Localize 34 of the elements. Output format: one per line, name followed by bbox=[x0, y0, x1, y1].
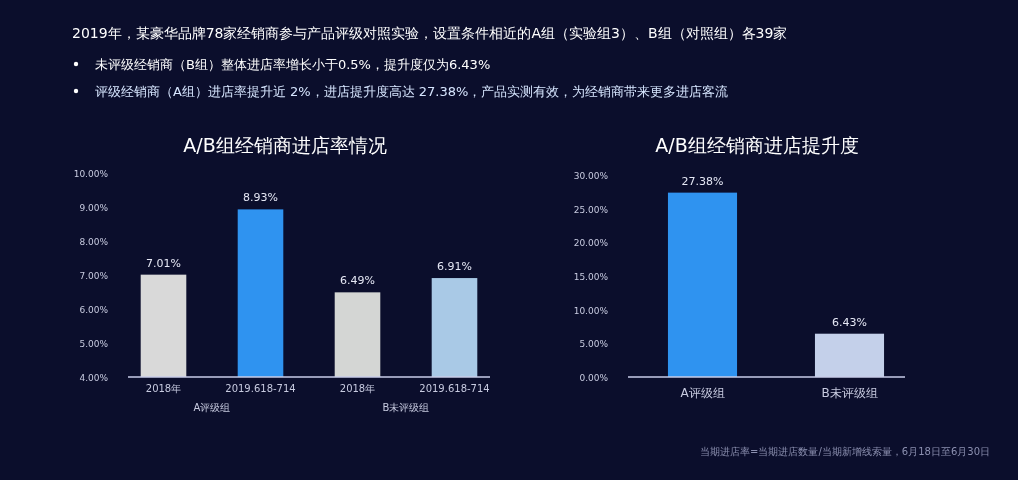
y-tick-label: 5.00% bbox=[579, 339, 609, 350]
y-tick-label: 20.00% bbox=[573, 238, 609, 249]
text: B未评级组 bbox=[382, 402, 430, 413]
data-label: 6.43% bbox=[832, 315, 867, 329]
y-tick-label: 5.00% bbox=[79, 339, 109, 349]
x-tick-label: 2019.618-714 bbox=[419, 383, 490, 394]
y-tick-label: 9.00% bbox=[79, 203, 109, 213]
y-tick-label: 0.00% bbox=[579, 373, 609, 383]
y-tick-label: 30.00% bbox=[573, 171, 609, 181]
text: 2019年，某豪华品牌78家经销商参与产品评级对照实验，设置条件相近的A组（实验组3）、B组（对照组）各39家 bbox=[72, 25, 788, 41]
chart-title: A/B组经销商进店提升度 bbox=[655, 134, 859, 156]
y-tick-label: 15.00% bbox=[573, 272, 609, 282]
y-tick-label: 10.00% bbox=[73, 169, 109, 179]
y-tick-label: 6.00% bbox=[79, 305, 109, 315]
y-tick-label: 25.00% bbox=[573, 204, 609, 215]
y-tick-label: 4.00% bbox=[79, 373, 109, 383]
data-label: 27.38% bbox=[681, 174, 724, 188]
y-tick-label: 7.00% bbox=[79, 271, 109, 281]
x-tick-label: 2019.618-714 bbox=[225, 383, 296, 394]
chart-title: A/B组经销商进店率情况 bbox=[183, 134, 387, 156]
x-tick-label: 2018年 bbox=[339, 383, 376, 394]
text: 当期进店率=当期进店数量/当期新增线索量，6月18日至6月30日 bbox=[700, 446, 990, 457]
data-label: 6.49% bbox=[340, 274, 375, 288]
text: A评级组 bbox=[193, 402, 231, 413]
y-tick-label: 10.00% bbox=[573, 305, 609, 316]
data-label: 8.93% bbox=[243, 191, 278, 205]
data-label: 7.01% bbox=[146, 256, 181, 270]
data-label: 6.91% bbox=[437, 260, 472, 274]
x-tick-label: B未评级组 bbox=[821, 386, 878, 400]
text: 未评级经销商（B组）整体进店率增长小于0.5%，提升度仅为6.43% bbox=[95, 57, 491, 72]
x-tick-label: A评级组 bbox=[680, 386, 725, 400]
text: 评级经销商（A组）进店率提升近 2%，进店提升度高达 27.38%，产品实测有效，为经销商带来更多进店客流 bbox=[95, 84, 729, 99]
x-tick-label: 2018年 bbox=[145, 383, 182, 394]
y-tick-label: 8.00% bbox=[79, 237, 109, 247]
